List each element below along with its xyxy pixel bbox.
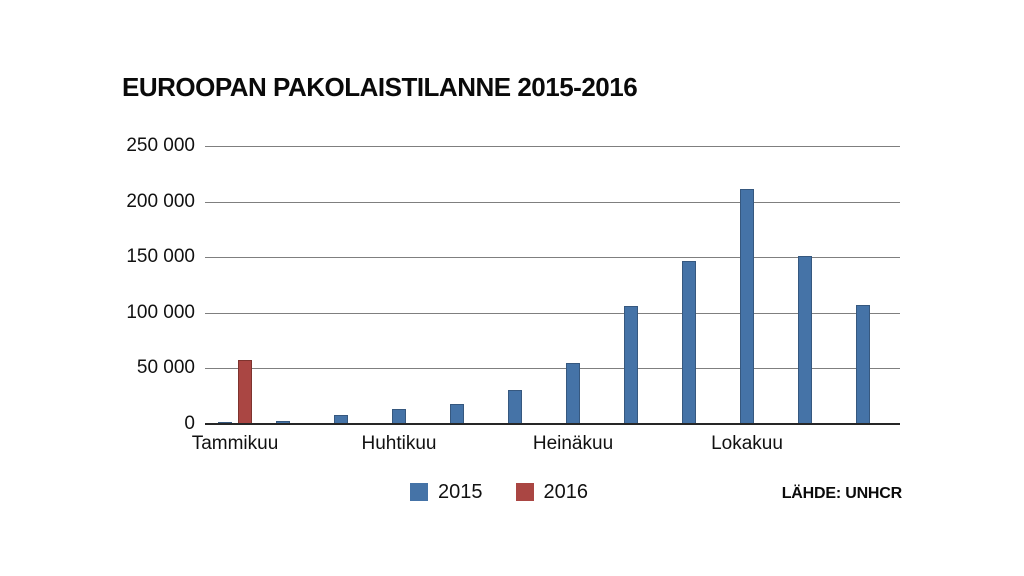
bar-2015-m5 xyxy=(450,404,464,424)
gridline xyxy=(205,146,900,147)
legend-swatch-2015 xyxy=(410,483,428,501)
x-axis-label: Huhtikuu xyxy=(361,433,437,454)
bar-2015-m11 xyxy=(798,256,812,424)
y-axis-label: 100 000 xyxy=(126,302,195,323)
bar-2015-m7 xyxy=(566,363,580,424)
y-axis-label: 0 xyxy=(184,413,195,434)
chart-title: EUROOPAN PAKOLAISTILANNE 2015-2016 xyxy=(122,72,638,102)
gridline xyxy=(205,202,900,203)
gridline xyxy=(205,368,900,369)
legend-label-2016: 2016 xyxy=(543,481,589,503)
x-axis-line xyxy=(205,423,900,425)
bar-2015-m8 xyxy=(624,306,638,424)
bar-2015-m4 xyxy=(392,409,406,424)
y-axis-label: 150 000 xyxy=(126,246,195,267)
y-axis-label: 250 000 xyxy=(126,135,195,156)
y-axis-label: 50 000 xyxy=(136,357,195,378)
y-axis-label: 200 000 xyxy=(126,191,195,212)
x-axis-label: Lokakuu xyxy=(711,433,783,454)
x-axis-label: Tammikuu xyxy=(191,433,279,454)
legend-swatch-2016 xyxy=(515,483,534,501)
x-axis-label: Heinäkuu xyxy=(532,433,614,454)
gridline xyxy=(205,257,900,258)
source-attribution: LÄHDE: UNHCR xyxy=(781,485,902,502)
gridline xyxy=(205,313,900,314)
legend: 2015 2016 xyxy=(410,481,589,503)
bar-2015-m6 xyxy=(508,390,522,424)
bar-2015-m9 xyxy=(682,261,696,424)
bar-2016-m1 xyxy=(238,360,252,424)
bar-2015-m10 xyxy=(740,189,754,424)
legend-label-2015: 2015 xyxy=(438,481,483,503)
bar-2015-m12 xyxy=(856,305,870,424)
